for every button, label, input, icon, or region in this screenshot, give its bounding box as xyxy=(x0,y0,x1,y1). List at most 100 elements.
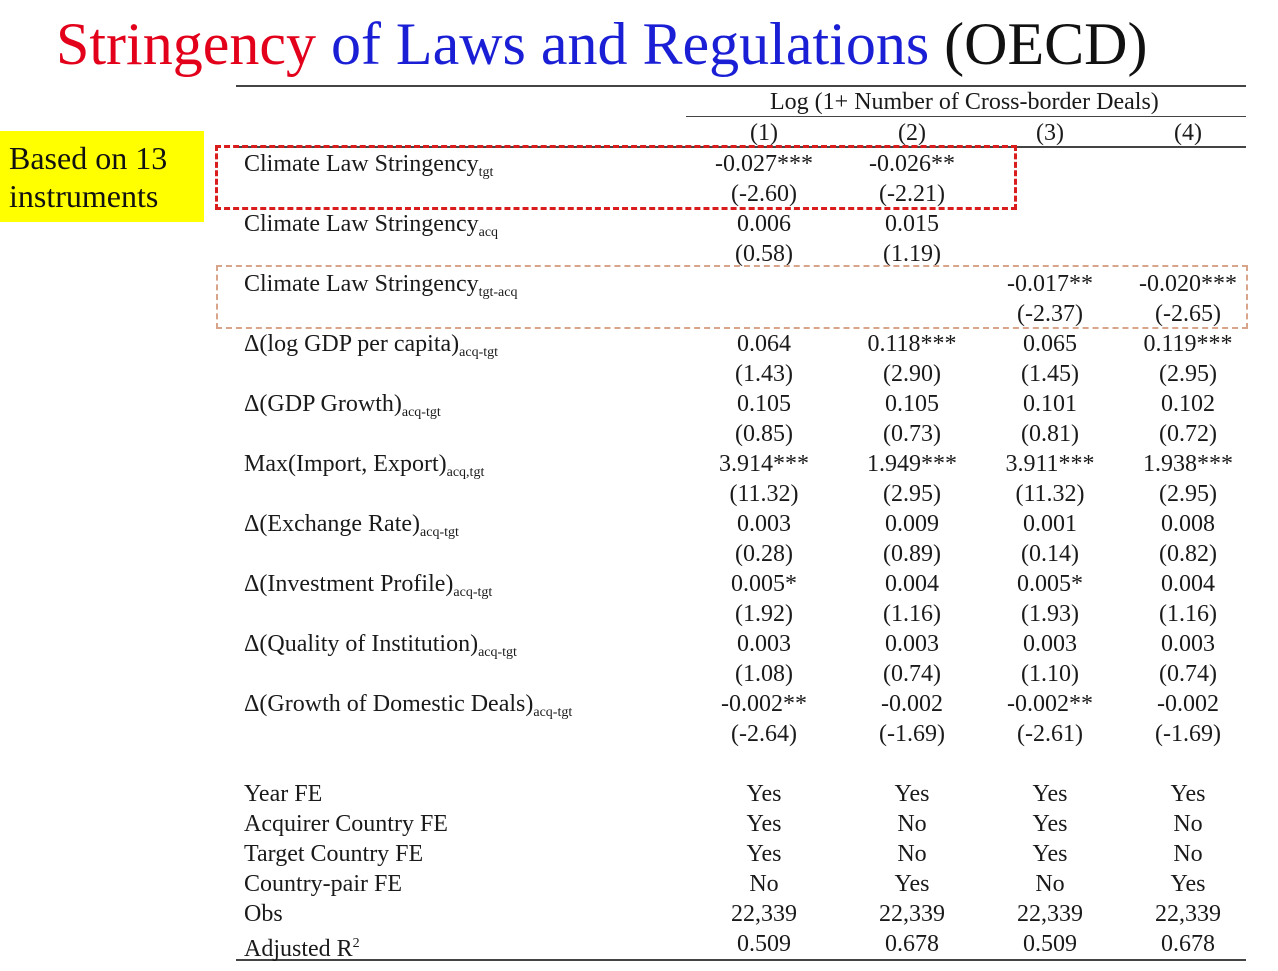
coefficient-cell: -0.017** xyxy=(1007,271,1093,297)
variable-name: Δ(Growth of Domestic Deals) xyxy=(244,691,534,717)
footer-row-label: Adjusted R2 xyxy=(244,930,360,963)
coefficient-cell: -0.002** xyxy=(1007,691,1093,717)
variable-name: Climate Law Stringency xyxy=(244,271,479,297)
footer-value-cell: No xyxy=(1035,871,1065,897)
t-stat-cell: (0.74) xyxy=(883,661,941,687)
coefficient-cell: 0.119*** xyxy=(1143,331,1233,357)
note-line-2: instruments xyxy=(9,178,159,214)
footer-value-cell: Yes xyxy=(1032,781,1068,807)
footer-row-label: Target Country FE xyxy=(244,840,423,868)
title-part-oecd: (OECD) xyxy=(944,11,1148,77)
footer-value-cell: Yes xyxy=(1170,871,1206,897)
title-part-laws: of Laws and Regulations xyxy=(330,11,930,77)
coefficient-cell: 0.065 xyxy=(1023,331,1077,357)
row-label: Climate Law Stringencytgt xyxy=(244,150,493,187)
t-stat-cell: (-2.65) xyxy=(1155,301,1221,327)
t-stat-cell: (1.45) xyxy=(1021,361,1079,387)
t-stat-cell: (1.92) xyxy=(735,601,793,627)
footer-label-text: Country-pair FE xyxy=(244,871,402,897)
footer-label-text: Year FE xyxy=(244,781,323,807)
footer-value-cell: No xyxy=(897,811,927,837)
t-stat-cell: (1.16) xyxy=(1159,601,1217,627)
coefficient-cell: 1.949*** xyxy=(867,451,957,477)
footer-label-superscript: 2 xyxy=(352,936,360,951)
slide-title: Stringency of Laws and Regulations (OECD… xyxy=(56,10,1147,78)
footer-value-cell: Yes xyxy=(1032,811,1068,837)
t-stat-cell: (-1.69) xyxy=(879,721,945,747)
title-part-stringency: Stringency xyxy=(56,11,316,77)
variable-name: Max(Import, Export) xyxy=(244,451,447,477)
t-stat-cell: (2.90) xyxy=(883,361,941,387)
footer-value-cell: 0.678 xyxy=(1161,931,1215,957)
variable-subscript: acq-tgt xyxy=(401,405,441,420)
t-stat-cell: (-2.21) xyxy=(879,181,945,207)
table-bottom-rule xyxy=(236,959,1246,961)
variable-subscript: tgt xyxy=(478,165,494,180)
t-stat-cell: (1.43) xyxy=(735,361,793,387)
variable-subscript: acq-tgt xyxy=(420,525,459,540)
footer-value-cell: Yes xyxy=(1170,781,1206,807)
coefficient-cell: 0.015 xyxy=(885,211,939,237)
t-stat-cell: (0.58) xyxy=(735,241,793,267)
t-stat-cell: (1.93) xyxy=(1021,601,1079,627)
t-stat-cell: (1.16) xyxy=(883,601,941,627)
coefficient-cell: -0.027*** xyxy=(715,151,813,177)
coefficient-cell: 0.006 xyxy=(737,211,791,237)
t-stat-cell: (0.72) xyxy=(1159,421,1217,447)
variable-subscript: acq-tgt xyxy=(453,585,493,600)
footer-value-cell: Yes xyxy=(894,781,930,807)
coefficient-cell: 0.005* xyxy=(1017,571,1083,597)
t-stat-cell: (11.32) xyxy=(1015,481,1085,507)
variable-subscript: acq xyxy=(478,225,499,240)
highlight-box-target-stringency xyxy=(215,145,1017,210)
t-stat-cell: (0.73) xyxy=(883,421,941,447)
coefficient-cell: -0.002 xyxy=(1157,691,1219,717)
t-stat-cell: (-2.64) xyxy=(731,721,797,747)
row-label: Δ(GDP Growth)acq-tgt xyxy=(244,390,441,427)
t-stat-cell: (-2.37) xyxy=(1017,301,1083,327)
row-label: Δ(Investment Profile)acq-tgt xyxy=(244,570,492,607)
t-stat-cell: (-2.61) xyxy=(1017,721,1083,747)
table-top-rule xyxy=(236,85,1246,87)
t-stat-cell: (0.74) xyxy=(1159,661,1217,687)
coefficient-cell: -0.002** xyxy=(721,691,807,717)
footer-row-label: Obs xyxy=(244,900,283,928)
t-stat-cell: (0.82) xyxy=(1159,541,1217,567)
coefficient-cell: 0.008 xyxy=(1161,511,1215,537)
coefficient-cell: 3.914*** xyxy=(719,451,809,477)
footer-row-label: Acquirer Country FE xyxy=(244,810,448,838)
footer-value-cell: No xyxy=(1173,841,1203,867)
footer-value-cell: 22,339 xyxy=(879,901,945,927)
instruments-note: Based on 13 instruments xyxy=(0,131,204,222)
coefficient-cell: 1.938*** xyxy=(1143,451,1233,477)
t-stat-cell: (1.08) xyxy=(735,661,793,687)
t-stat-cell: (2.95) xyxy=(1159,481,1217,507)
t-stat-cell: (0.85) xyxy=(735,421,793,447)
variable-name: Δ(Investment Profile) xyxy=(244,571,454,597)
footer-value-cell: No xyxy=(1173,811,1203,837)
highlight-box-tgt-acq-stringency xyxy=(216,265,1248,329)
coefficient-cell: 0.004 xyxy=(885,571,939,597)
footer-value-cell: Yes xyxy=(746,781,782,807)
dependent-variable-header: Log (1+ Number of Cross-border Deals) xyxy=(770,89,1159,115)
footer-label-text: Obs xyxy=(244,901,283,927)
footer-value-cell: Yes xyxy=(1032,841,1068,867)
coefficient-cell: 0.003 xyxy=(1023,631,1077,657)
coefficient-cell: 0.003 xyxy=(737,631,791,657)
coefficient-cell: 0.003 xyxy=(737,511,791,537)
variable-subscript: acq,tgt xyxy=(446,465,485,480)
footer-value-cell: No xyxy=(749,871,779,897)
footer-label-text: Target Country FE xyxy=(244,841,424,867)
footer-value-cell: 22,339 xyxy=(1017,901,1083,927)
footer-value-cell: 0.678 xyxy=(885,931,939,957)
footer-value-cell: 0.509 xyxy=(737,931,791,957)
variable-name: Δ(log GDP per capita) xyxy=(244,331,460,357)
t-stat-cell: (-1.69) xyxy=(1155,721,1221,747)
variable-subscript: acq-tgt xyxy=(478,645,517,660)
t-stat-cell: (2.95) xyxy=(883,481,941,507)
footer-value-cell: 22,339 xyxy=(1155,901,1221,927)
coefficient-cell: 0.105 xyxy=(737,391,791,417)
t-stat-cell: (1.10) xyxy=(1021,661,1079,687)
row-label: Δ(log GDP per capita)acq-tgt xyxy=(244,330,498,367)
coefficient-cell: -0.020*** xyxy=(1139,271,1237,297)
